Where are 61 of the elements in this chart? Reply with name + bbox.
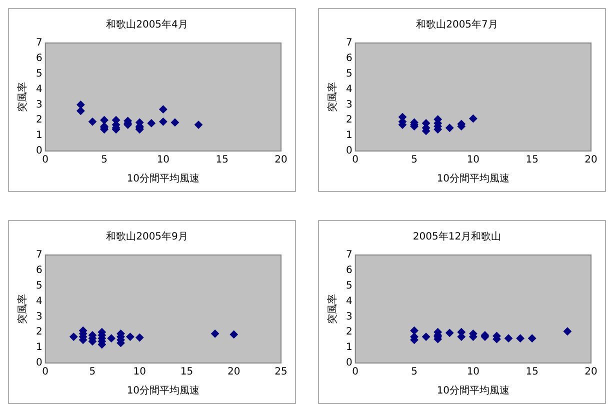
y-tick-label: 5 xyxy=(346,68,352,80)
y-tick-label: 3 xyxy=(346,99,352,110)
y-tick-label: 3 xyxy=(36,311,42,322)
y-tick-label: 4 xyxy=(36,84,42,95)
x-tick-label: 5 xyxy=(411,154,418,166)
y-tick-label: 6 xyxy=(346,265,352,276)
x-tick-label: 5 xyxy=(411,366,418,378)
y-tick-label: 7 xyxy=(36,38,42,49)
y-tick-label: 5 xyxy=(36,68,42,80)
x-tick-label: 15 xyxy=(526,366,538,378)
y-tick-label: 0 xyxy=(36,358,42,369)
y-tick-label: 2 xyxy=(36,326,42,338)
y-tick-label: 6 xyxy=(36,265,42,276)
x-tick-label: 20 xyxy=(274,154,288,166)
y-tick-label: 0 xyxy=(36,146,42,157)
y-axis-title: 突風率 xyxy=(326,82,339,112)
x-axis-title: 10分間平均風速 xyxy=(436,384,510,397)
y-tick-label: 3 xyxy=(36,99,42,110)
x-tick-label: 15 xyxy=(216,154,228,166)
x-tick-label: 10 xyxy=(133,366,146,378)
y-tick-label: 2 xyxy=(346,114,352,126)
x-tick-label: 20 xyxy=(228,366,240,378)
y-axis-title: 突風率 xyxy=(326,294,339,324)
x-tick-label: 10 xyxy=(466,366,480,378)
x-tick-label: 5 xyxy=(89,366,96,378)
y-tick-label: 2 xyxy=(36,114,42,126)
y-tick-label: 0 xyxy=(346,358,352,369)
chart-title: 和歌山2005年4月 xyxy=(106,18,188,31)
x-tick-label: 10 xyxy=(156,154,170,166)
y-tick-label: 4 xyxy=(346,84,352,95)
y-tick-label: 5 xyxy=(346,280,352,292)
x-tick-label: 20 xyxy=(584,366,598,378)
chart-title: 2005年12月和歌山 xyxy=(412,230,502,243)
y-tick-label: 0 xyxy=(346,146,352,157)
x-axis-title: 10分間平均風速 xyxy=(126,172,200,185)
x-tick-label: 10 xyxy=(466,154,480,166)
x-tick-label: 5 xyxy=(101,154,108,166)
y-axis-title: 突風率 xyxy=(16,294,29,324)
x-tick-label: 15 xyxy=(180,366,194,378)
y-tick-label: 3 xyxy=(346,311,352,322)
y-tick-label: 4 xyxy=(36,296,42,307)
y-tick-label: 6 xyxy=(346,53,352,64)
chart-title: 和歌山2005年9月 xyxy=(106,230,188,243)
x-tick-label: 15 xyxy=(526,154,538,166)
chart-title: 和歌山2005年7月 xyxy=(416,18,498,31)
x-axis-title: 10分間平均風速 xyxy=(126,384,200,397)
y-tick-label: 1 xyxy=(346,130,352,142)
x-tick-label: 25 xyxy=(274,366,288,378)
y-tick-label: 1 xyxy=(36,130,42,142)
y-tick-label: 4 xyxy=(346,296,352,307)
y-tick-label: 1 xyxy=(346,342,352,354)
y-tick-label: 5 xyxy=(36,280,42,292)
y-tick-label: 7 xyxy=(346,38,352,49)
y-tick-label: 7 xyxy=(36,250,42,261)
y-tick-label: 1 xyxy=(36,342,42,354)
x-tick-label: 20 xyxy=(584,154,598,166)
y-tick-label: 6 xyxy=(36,53,42,64)
y-axis-title: 突風率 xyxy=(16,82,29,112)
y-tick-label: 7 xyxy=(346,250,352,261)
y-tick-label: 2 xyxy=(346,326,352,338)
x-axis-title: 10分間平均風速 xyxy=(436,172,510,185)
